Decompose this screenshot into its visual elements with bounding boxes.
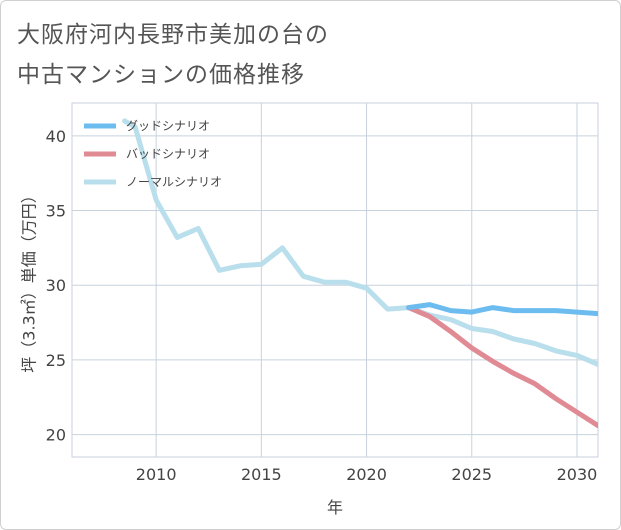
legend-label-0: グッドシナリオ	[126, 119, 210, 133]
plot-area	[71, 102, 599, 458]
grid-lines	[71, 102, 599, 458]
series-line-2	[122, 118, 598, 367]
y-tick-label: 30	[46, 276, 66, 295]
y-axis-title: 坪（3.3㎡）単価（万円）	[20, 187, 39, 372]
y-tick-label: 20	[46, 426, 66, 445]
series-layer	[122, 118, 598, 429]
x-tick-label: 2020	[346, 465, 387, 484]
x-tick-label: 2010	[136, 465, 177, 484]
x-tick-label: 2025	[451, 465, 492, 484]
y-tick-label: 25	[46, 351, 66, 370]
x-axis-title: 年	[327, 498, 343, 517]
legend-label-1: バッドシナリオ	[126, 147, 210, 161]
chart-title-line1: 大阪府河内長野市美加の台の	[17, 22, 329, 48]
x-tick-label: 2015	[241, 465, 282, 484]
legend-label-2: ノーマルシナリオ	[126, 175, 222, 189]
y-tick-label: 35	[46, 202, 66, 221]
chart-title-line2: 中古マンションの価格推移	[17, 62, 305, 88]
y-tick-label: 40	[46, 127, 66, 146]
x-tick-label: 2030	[557, 465, 598, 484]
series-line-0	[406, 302, 598, 317]
series-line-1	[406, 305, 598, 429]
